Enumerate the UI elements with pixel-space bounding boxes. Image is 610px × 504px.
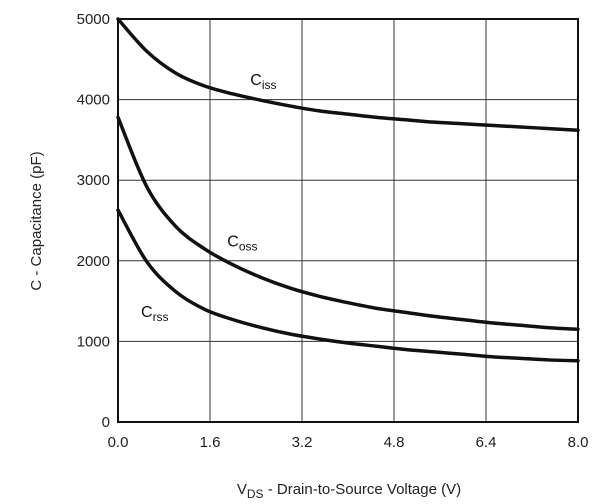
series-label-crss-main: C	[141, 304, 153, 321]
series-label-ciss-main: C	[250, 72, 262, 89]
x-tick-label-1: 1.6	[200, 434, 221, 451]
x-axis-title-main: V	[237, 481, 247, 498]
series-line-ciss	[116, 17, 580, 132]
x-tick-label-0: 0.0	[108, 434, 129, 451]
series-label-coss-sub: oss	[239, 239, 258, 253]
y-tick-label-2: 2000	[77, 253, 110, 270]
series-line-coss	[116, 115, 580, 332]
x-tick-label-4: 6.4	[476, 434, 497, 451]
y-tick-label-3: 3000	[77, 172, 110, 189]
x-tick-labels: 0.0 1.6 3.2 4.8 6.4 8.0	[108, 434, 589, 451]
x-axis-title-sub: DS	[247, 487, 264, 501]
series-label-crss: Crss	[141, 304, 169, 324]
y-axis-title: C - Capacitance (pF)	[28, 151, 45, 290]
x-axis-title-rest: - Drain-to-Source Voltage (V)	[264, 481, 462, 498]
plot-frame	[117, 18, 579, 423]
y-tick-label-0: 0	[102, 414, 110, 431]
series-line-crss	[116, 208, 580, 363]
series-label-ciss-sub: iss	[262, 78, 277, 92]
y-tick-label-4: 4000	[77, 92, 110, 109]
y-tick-label-5: 5000	[77, 11, 110, 28]
y-tick-labels: 0 1000 2000 3000 4000 5000	[77, 11, 110, 431]
y-tick-label-1: 1000	[77, 333, 110, 350]
x-tick-label-2: 3.2	[292, 434, 313, 451]
x-axis-title: VDS - Drain-to-Source Voltage (V)	[237, 481, 461, 501]
series-label-coss: Coss	[227, 233, 257, 253]
series-label-crss-sub: rss	[153, 310, 169, 324]
curves	[116, 17, 580, 363]
x-tick-label-3: 4.8	[384, 434, 405, 451]
series-label-coss-main: C	[227, 233, 239, 250]
x-tick-label-5: 8.0	[568, 434, 589, 451]
series-label-ciss: Ciss	[250, 72, 276, 92]
